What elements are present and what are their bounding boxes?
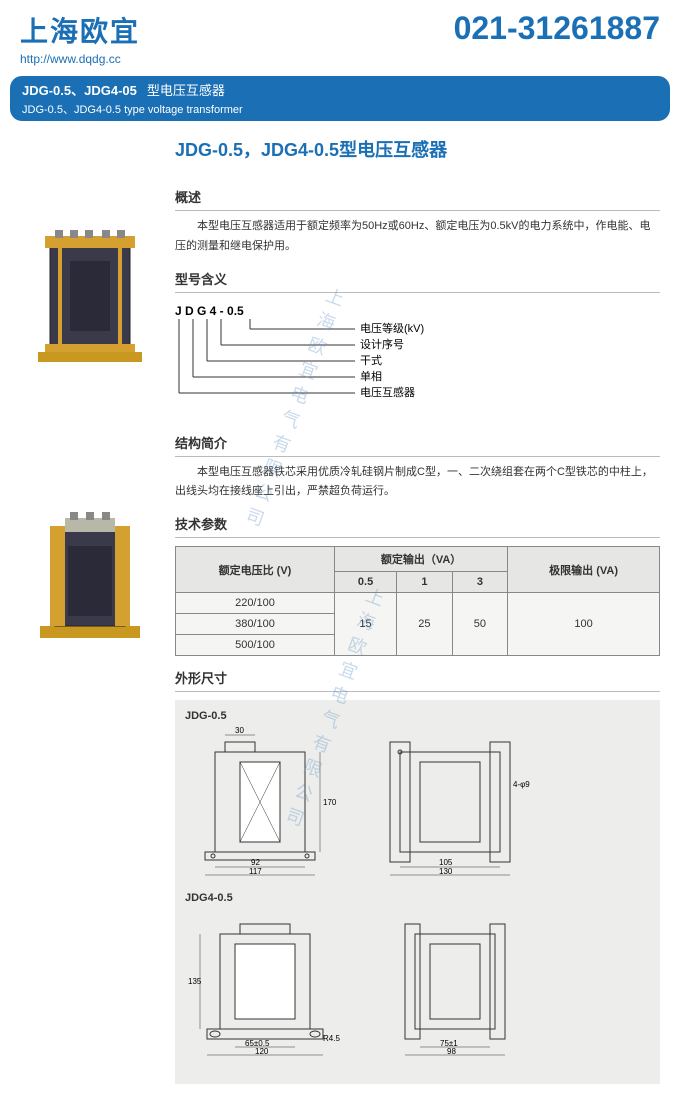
- brand-block: 上海欧宜 http://www.dqdg.cc: [20, 10, 140, 66]
- dim-105: 105: [439, 858, 453, 867]
- right-column: JDG-0.5，JDG4-0.5型电压互感器 概述 本型电压互感器适用于额定频率…: [175, 136, 660, 1084]
- dim-135: 135: [188, 977, 202, 986]
- model-item-3: 单相: [360, 370, 382, 383]
- dim-row-jdg05: JDG-0.5 30 17: [185, 710, 650, 877]
- th-limit-output: 极限输出 (VA): [508, 547, 660, 593]
- jdg405-front-view: 135 65±0.5 120 R4.5: [185, 909, 355, 1059]
- dim-drawings-jdg05: 30 170 92 117 4-φ9: [185, 727, 650, 877]
- th-sub-2: 3: [452, 572, 508, 593]
- section-title-overview: 概述: [175, 187, 660, 211]
- td-out-0: 15: [334, 593, 396, 656]
- header: 上海欧宜 http://www.dqdg.cc 021-31261887: [0, 0, 680, 71]
- dim-170: 170: [323, 798, 337, 807]
- title-bar-model: JDG-0.5、JDG4-05: [22, 83, 137, 98]
- overview-text: 本型电压互感器适用于额定频率为50Hz或60Hz、额定电压为0.5kV的电力系统…: [175, 217, 660, 257]
- table-row: 220/100 15 25 50 100: [176, 593, 660, 614]
- dimensions-section: JDG-0.5 30 17: [175, 700, 660, 1084]
- section-title-tech: 技术参数: [175, 514, 660, 538]
- dim-row-jdg405: JDG4-0.5 135 65±0.5 120: [185, 892, 650, 1059]
- td-vr-2: 500/100: [176, 635, 335, 656]
- section-title-structure: 结构简介: [175, 433, 660, 457]
- structure-text: 本型电压互感器铁芯采用优质冷轧硅钢片制成C型，一、二次绕组套在两个C型铁芯的中柱…: [175, 463, 660, 503]
- model-item-2: 干式: [360, 354, 382, 367]
- td-limit: 100: [508, 593, 660, 656]
- dim-117: 117: [249, 867, 262, 876]
- section-title-dim: 外形尺寸: [175, 668, 660, 692]
- brand-name: 上海欧宜: [20, 10, 140, 50]
- th-voltage-ratio: 额定电压比 (V): [176, 547, 335, 593]
- dim-120: 120: [255, 1047, 269, 1056]
- td-vr-0: 220/100: [176, 593, 335, 614]
- dim-98: 98: [447, 1047, 456, 1056]
- left-column: [30, 136, 150, 1084]
- dim-92: 92: [251, 858, 260, 867]
- section-title-model: 型号含义: [175, 269, 660, 293]
- model-item-1: 设计序号: [360, 337, 404, 351]
- product-image-1: [30, 216, 150, 376]
- th-sub-1: 1: [397, 572, 453, 593]
- spec-table: 额定电压比 (V) 额定输出（VA） 极限输出 (VA) 0.5 1 3 220…: [175, 546, 660, 656]
- phone-number: 021-31261887: [454, 10, 660, 47]
- brand-url: http://www.dqdg.cc: [20, 52, 140, 66]
- dim-label-jdg405: JDG4-0.5: [185, 892, 650, 904]
- product-image-2: [30, 496, 150, 656]
- th-sub-0: 0.5: [334, 572, 396, 593]
- jdg05-side-view: 4-φ9 105 130: [375, 727, 545, 877]
- title-bar: JDG-0.5、JDG4-05 型电压互感器 JDG-0.5、JDG4-0.5 t…: [10, 76, 670, 121]
- td-out-1: 25: [397, 593, 453, 656]
- content-area: JDG-0.5，JDG4-0.5型电压互感器 概述 本型电压互感器适用于额定频率…: [0, 121, 680, 1104]
- model-item-4: 电压互感器: [360, 386, 415, 399]
- jdg05-front-view: 30 170 92 117: [185, 727, 345, 877]
- model-meaning-diagram: J D G 4 - 0.5 电压等级(kV) 设计序号 干式 单相 电压互感器: [175, 301, 660, 421]
- model-code: J D G 4 - 0.5: [175, 304, 244, 318]
- main-title: JDG-0.5，JDG4-0.5型电压互感器: [175, 136, 660, 162]
- dim-drawings-jdg405: 135 65±0.5 120 R4.5 75±1: [185, 909, 650, 1059]
- td-out-2: 50: [452, 593, 508, 656]
- dim-r45: R4.5: [323, 1034, 340, 1043]
- title-bar-en: JDG-0.5、JDG4-0.5 type voltage transforme…: [22, 101, 658, 117]
- title-bar-rest: 型电压互感器: [147, 83, 225, 98]
- dim-30: 30: [235, 727, 244, 735]
- dim-hole: 4-φ9: [513, 780, 530, 789]
- table-header-row: 额定电压比 (V) 额定输出（VA） 极限输出 (VA): [176, 547, 660, 572]
- jdg405-side-view: 75±1 98: [385, 909, 535, 1059]
- td-vr-1: 380/100: [176, 614, 335, 635]
- dim-label-jdg05: JDG-0.5: [185, 710, 650, 722]
- model-item-0: 电压等级(kV): [360, 321, 424, 335]
- dim-130: 130: [439, 867, 453, 876]
- title-bar-cn: JDG-0.5、JDG4-05 型电压互感器: [22, 80, 658, 99]
- th-rated-output: 额定输出（VA）: [334, 547, 507, 572]
